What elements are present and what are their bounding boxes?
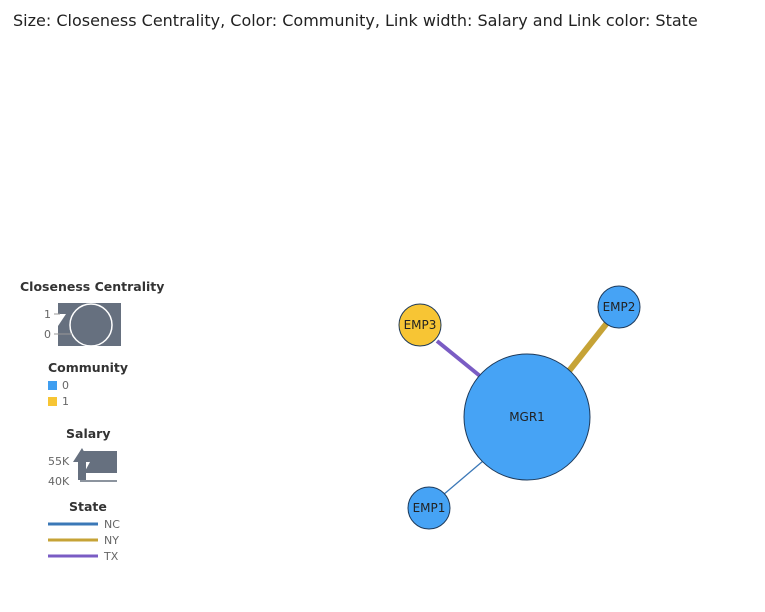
legend-link-color-title: State — [69, 499, 107, 514]
node-emp3[interactable]: EMP3 — [398, 303, 442, 347]
node-mgr1-circle[interactable] — [463, 353, 591, 481]
legend-state-label-ny: NY — [104, 534, 119, 547]
legend-link-width-max-label: 55K — [48, 455, 70, 468]
chart-title: Size: Closeness Centrality, Color: Commu… — [13, 11, 698, 30]
node-emp1-circle[interactable] — [407, 486, 451, 530]
legend-community: Community 0 1 — [48, 360, 128, 408]
legend-link-width-band — [82, 451, 117, 473]
node-emp2[interactable]: EMP2 — [597, 285, 641, 329]
legend-state-label-nc: NC — [104, 518, 120, 531]
legend-link-width-min-label: 40K — [48, 475, 70, 488]
node-emp1-label: EMP1 — [413, 501, 446, 515]
legend-size-max-label: 1 — [44, 308, 51, 321]
legend-community-label-1: 1 — [62, 395, 69, 408]
node-mgr1-label: MGR1 — [509, 410, 545, 424]
legend-community-swatch-0 — [48, 381, 57, 390]
legend-link-width-title: Salary — [66, 426, 110, 441]
legend-community-swatch-1 — [48, 397, 57, 406]
legend-state-label-tx: TX — [103, 550, 119, 563]
legend-size-title: Closeness Centrality — [20, 279, 164, 294]
network-links — [435, 321, 610, 496]
legend-size-circle — [69, 303, 113, 347]
legend-community-label-0: 0 — [62, 379, 69, 392]
legend-size-min-label: 0 — [44, 328, 51, 341]
legend-link-color: State NC NY TX — [48, 499, 120, 563]
legend-size: Closeness Centrality 1 0 — [20, 279, 164, 347]
link-mgr1-emp2[interactable] — [566, 321, 610, 373]
link-mgr1-emp3[interactable] — [435, 339, 482, 378]
node-mgr1[interactable]: MGR1 — [463, 353, 591, 481]
legend-link-width-arrow — [73, 448, 90, 480]
node-emp2-label: EMP2 — [603, 300, 636, 314]
legend-link-width: Salary 55K 40K — [48, 426, 117, 488]
node-emp3-circle[interactable] — [398, 303, 442, 347]
node-emp1[interactable]: EMP1 — [407, 486, 451, 530]
node-emp3-label: EMP3 — [404, 318, 437, 332]
network-nodes: MGR1 EMP1 EMP2 EMP3 — [398, 285, 641, 530]
link-mgr1-emp1[interactable] — [442, 460, 484, 496]
legend-community-title: Community — [48, 360, 128, 375]
node-emp2-circle[interactable] — [597, 285, 641, 329]
